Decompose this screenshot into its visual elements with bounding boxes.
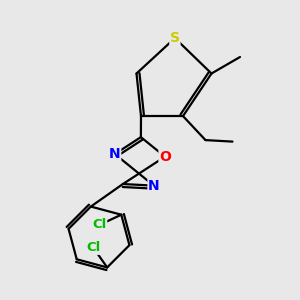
Text: O: O <box>159 150 171 164</box>
Text: Cl: Cl <box>92 218 106 231</box>
Text: N: N <box>148 178 160 193</box>
Text: N: N <box>109 147 121 161</box>
Text: Cl: Cl <box>86 241 100 254</box>
Text: S: S <box>170 31 180 45</box>
